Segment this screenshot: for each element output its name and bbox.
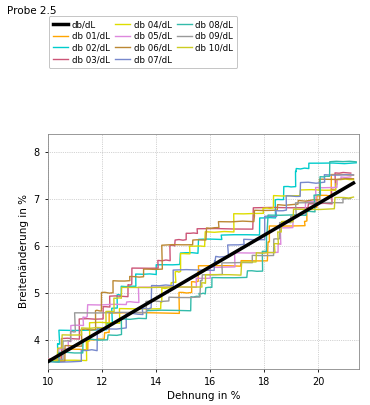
Y-axis label: Breitenänderung in %: Breitenänderung in % bbox=[19, 194, 29, 308]
Legend: db/dL, db 01/dL, db 02/dL, db 03/dL, db 04/dL, db 05/dL, db 06/dL, db 07/dL, db : db/dL, db 01/dL, db 02/dL, db 03/dL, db … bbox=[49, 17, 237, 68]
Text: Probe 2.5: Probe 2.5 bbox=[7, 6, 57, 17]
X-axis label: Dehnung in %: Dehnung in % bbox=[167, 391, 240, 401]
